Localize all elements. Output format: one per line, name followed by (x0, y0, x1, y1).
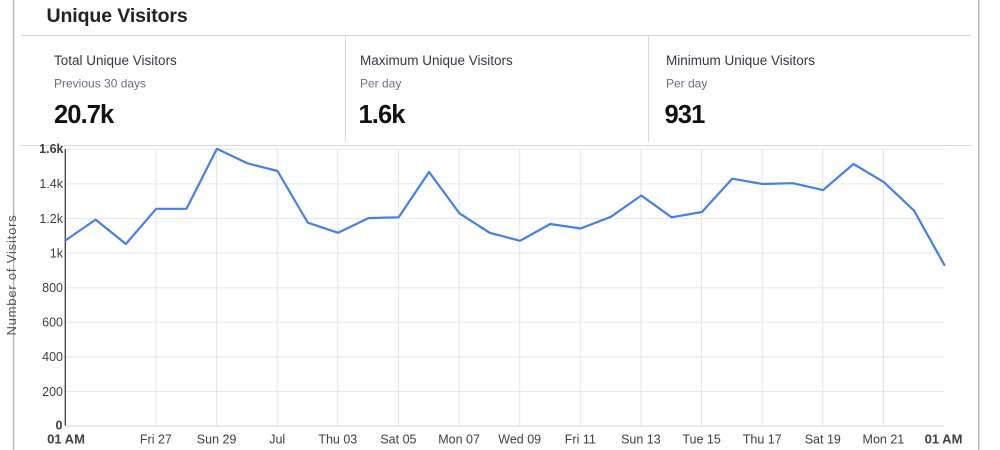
svg-text:931: 931 (665, 101, 706, 129)
svg-text:Unique Visitors: Unique Visitors (47, 5, 188, 27)
svg-text:Thu 17: Thu 17 (743, 433, 782, 447)
svg-text:800: 800 (42, 281, 63, 295)
svg-text:1.6k: 1.6k (359, 101, 407, 129)
svg-text:Minimum Unique Visitors: Minimum Unique Visitors (666, 53, 815, 68)
svg-text:Previous 30 days: Previous 30 days (54, 77, 146, 91)
svg-text:200: 200 (42, 385, 63, 399)
svg-text:Mon 07: Mon 07 (438, 433, 480, 447)
svg-text:Maximum Unique Visitors: Maximum Unique Visitors (360, 53, 513, 68)
svg-text:Sun 29: Sun 29 (197, 433, 237, 447)
svg-text:1k: 1k (50, 246, 64, 260)
svg-text:20.7k: 20.7k (54, 101, 115, 129)
svg-text:Per day: Per day (360, 77, 401, 91)
svg-text:1.6k: 1.6k (39, 142, 63, 156)
svg-text:Number of Visitors: Number of Visitors (4, 214, 19, 335)
svg-text:600: 600 (42, 316, 63, 330)
svg-text:01 AM: 01 AM (47, 432, 85, 447)
svg-text:Sat 19: Sat 19 (805, 433, 841, 447)
svg-text:Per day: Per day (666, 77, 707, 91)
svg-text:Thu 03: Thu 03 (318, 433, 357, 447)
svg-text:1.2k: 1.2k (39, 212, 63, 226)
svg-text:Sun 13: Sun 13 (621, 433, 661, 447)
svg-text:Total Unique Visitors: Total Unique Visitors (54, 53, 177, 68)
svg-text:1.4k: 1.4k (39, 177, 63, 191)
svg-text:Fri 11: Fri 11 (565, 433, 596, 447)
svg-text:Sat 05: Sat 05 (380, 433, 416, 447)
svg-text:Fri 27: Fri 27 (140, 433, 172, 447)
svg-text:Tue 15: Tue 15 (682, 433, 721, 447)
svg-text:Wed 09: Wed 09 (498, 433, 541, 447)
svg-text:Jul: Jul (269, 433, 285, 447)
svg-text:0: 0 (56, 419, 63, 433)
svg-text:400: 400 (42, 350, 63, 364)
svg-text:01 AM: 01 AM (925, 432, 963, 447)
svg-text:Mon 21: Mon 21 (863, 433, 905, 447)
